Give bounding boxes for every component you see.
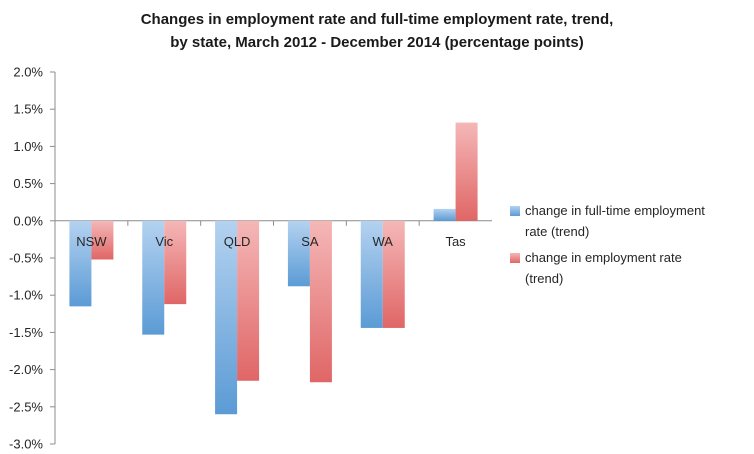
- category-labels: NSW Vic QLD SA WA Tas: [76, 234, 466, 249]
- y-tick-label: -1.5%: [9, 325, 43, 340]
- bar-vic-series-2: [164, 220, 187, 305]
- bar-qld-series-2: [237, 220, 260, 381]
- category-label-nsw: NSW: [76, 234, 107, 249]
- bar-wa-series-1: [360, 220, 383, 328]
- bar-sa-series-1: [287, 220, 310, 287]
- bar-wa-series-2: [382, 220, 405, 328]
- bar-qld-series-1: [215, 220, 238, 415]
- bar-tas-series-2: [455, 122, 478, 221]
- bar-nsw-series-2: [91, 220, 114, 260]
- category-label-wa: WA: [373, 234, 394, 249]
- category-label-sa: SA: [301, 234, 319, 249]
- chart-title-line-1: Changes in employment rate and full-time…: [141, 11, 614, 28]
- y-tick-label: 1.5%: [13, 102, 43, 117]
- legend-swatch-2: [510, 253, 520, 263]
- category-label-qld: QLD: [224, 234, 251, 249]
- y-tick-label: -1.0%: [9, 288, 43, 303]
- category-label-tas: Tas: [445, 234, 466, 249]
- y-tick-label: -2.0%: [9, 362, 43, 377]
- legend-label-1: rate (trend): [525, 224, 589, 239]
- legend-label-2: (trend): [525, 271, 563, 286]
- category-label-vic: Vic: [155, 234, 173, 249]
- y-axis: 2.0% 1.5% 1.0% 0.5% 0.0% -0.5% -1.0% -1.5% -2.0%…: [9, 65, 492, 452]
- y-tick-label: -0.5%: [9, 251, 43, 266]
- legend-label-2: change in employment rate: [525, 250, 682, 265]
- y-tick-label: 1.0%: [13, 139, 43, 154]
- bar-vic-series-1: [142, 220, 165, 335]
- y-tick-label: 0.5%: [13, 176, 43, 191]
- legend-label-1: change in full-time employment: [525, 203, 705, 218]
- y-tick-label: -2.5%: [9, 399, 43, 414]
- y-tick-label: 0.0%: [13, 213, 43, 228]
- y-tick-label: 2.0%: [13, 65, 43, 80]
- bar-tas-series-1: [433, 208, 456, 221]
- bars: [69, 122, 478, 415]
- y-tick-label: -3.0%: [9, 437, 43, 452]
- legend-swatch-1: [510, 206, 520, 216]
- bar-nsw-series-1: [69, 220, 92, 307]
- chart-title-line-2: by state, March 2012 - December 2014 (pe…: [170, 34, 584, 51]
- bar-sa-series-2: [309, 220, 332, 383]
- legend: change in full-time employment rate (tren…: [510, 203, 705, 286]
